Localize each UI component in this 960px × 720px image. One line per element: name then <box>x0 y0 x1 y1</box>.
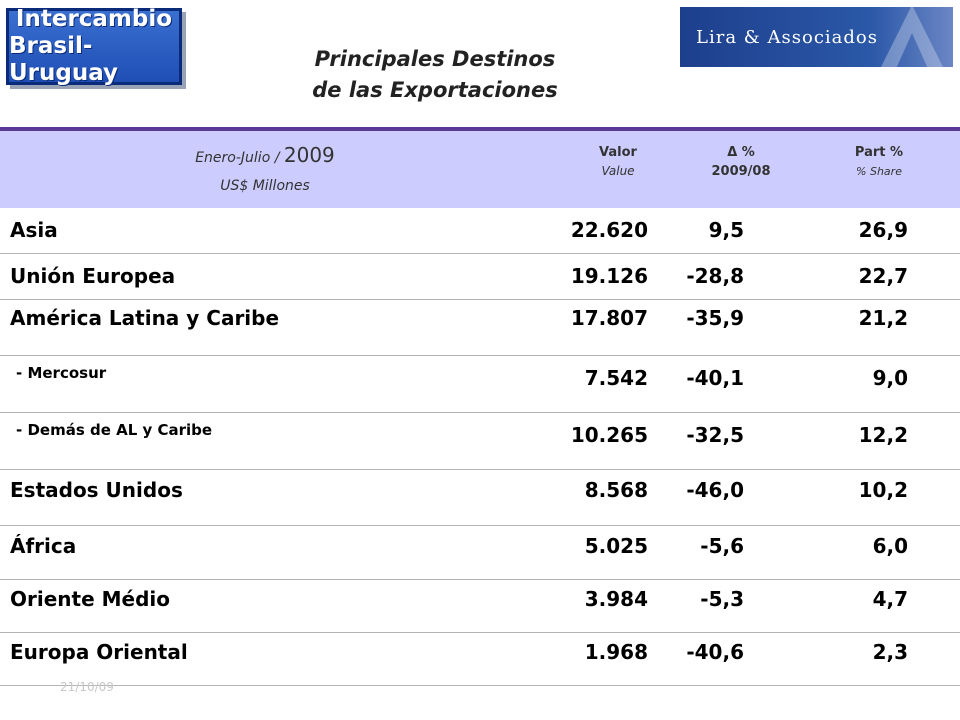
row-value: 22.620 <box>570 218 648 242</box>
row-label: Asia <box>10 218 58 242</box>
row-value: 1.968 <box>584 640 648 664</box>
logo-left-line-2: Brasil-Uruguay <box>9 33 119 86</box>
table-row: - Mercosur 7.542 -40,1 9,0 <box>0 356 960 413</box>
row-delta: -46,0 <box>686 478 744 502</box>
unit-label: US$ Millones <box>220 178 310 194</box>
row-delta: -35,9 <box>686 306 744 330</box>
row-value: 19.126 <box>570 264 648 288</box>
row-share: 6,0 <box>872 534 908 558</box>
row-share: 10,2 <box>858 478 908 502</box>
row-share: 9,0 <box>872 366 908 390</box>
row-delta: -40,6 <box>686 640 744 664</box>
row-delta: -5,3 <box>700 587 744 611</box>
table-row: África 5.025 -5,6 6,0 <box>0 526 960 580</box>
row-delta: -28,8 <box>686 264 744 288</box>
row-label: - Mercosur <box>16 364 107 382</box>
row-value: 8.568 <box>584 478 648 502</box>
footer-date: 21/10/09 <box>60 680 114 694</box>
row-share: 21,2 <box>858 306 908 330</box>
table-row: Unión Europea 19.126 -28,8 22,7 <box>0 254 960 300</box>
table-row: Estados Unidos 8.568 -46,0 10,2 <box>0 470 960 526</box>
title-line-2: de las Exportaciones <box>312 78 558 102</box>
row-delta: 9,5 <box>708 218 744 242</box>
row-value: 5.025 <box>584 534 648 558</box>
row-delta: -5,6 <box>700 534 744 558</box>
row-share: 22,7 <box>858 264 908 288</box>
row-share: 12,2 <box>858 423 908 447</box>
col-delta-sublabel: 2009/08 <box>711 164 771 179</box>
row-share: 4,7 <box>872 587 908 611</box>
col-value-label: Valor <box>599 145 637 160</box>
row-label: Unión Europea <box>10 264 176 288</box>
row-share: 2,3 <box>872 640 908 664</box>
table-row: América Latina y Caribe 17.807 -35,9 21,… <box>0 300 960 356</box>
col-header-value: Valor Value <box>568 143 668 181</box>
logo-intercambio: Intercambio Brasil-Uruguay <box>6 6 182 86</box>
row-label: Europa Oriental <box>10 640 188 664</box>
logo-lira-associados: Lira & Associados <box>680 7 953 67</box>
page-title: Principales Destinos de las Exportacione… <box>230 44 640 106</box>
title-line-1: Principales Destinos <box>314 47 556 71</box>
row-value: 3.984 <box>584 587 648 611</box>
row-label: - Demás de AL y Caribe <box>16 421 213 439</box>
col-share-label: Part % <box>854 145 904 160</box>
logo-right-text: Lira & Associados <box>696 26 878 48</box>
row-value: 10.265 <box>570 423 648 447</box>
col-header-delta: Δ % 2009/08 <box>686 143 796 181</box>
col-share-sublabel: % Share <box>856 165 902 178</box>
row-delta: -40,1 <box>686 366 744 390</box>
logo-mark-icon <box>881 7 943 67</box>
row-label: Estados Unidos <box>10 478 183 502</box>
table-row: - Demás de AL y Caribe 10.265 -32,5 12,2 <box>0 413 960 470</box>
period-year: 2009 <box>283 143 335 167</box>
col-delta-label: Δ % <box>727 145 755 160</box>
row-label: África <box>10 534 77 558</box>
row-delta: -32,5 <box>686 423 744 447</box>
table-row: Asia 22.620 9,5 26,9 <box>0 208 960 254</box>
table-header: Enero-Julio / 2009 US$ Millones Valor Va… <box>0 127 960 208</box>
logo-left-line-1: Intercambio <box>15 6 173 32</box>
table-row: Oriente Médio 3.984 -5,3 4,7 <box>0 580 960 633</box>
period-header: Enero-Julio / 2009 US$ Millones <box>125 141 405 200</box>
row-value: 7.542 <box>584 366 648 390</box>
row-label: Oriente Médio <box>10 587 170 611</box>
row-label: América Latina y Caribe <box>10 306 280 330</box>
period-label: Enero-Julio / <box>195 150 280 166</box>
col-header-share: Part % % Share <box>826 143 932 181</box>
row-value: 17.807 <box>570 306 648 330</box>
table-row: Europa Oriental 1.968 -40,6 2,3 <box>0 633 960 686</box>
row-share: 26,9 <box>858 218 908 242</box>
col-value-sublabel: Value <box>601 164 635 178</box>
